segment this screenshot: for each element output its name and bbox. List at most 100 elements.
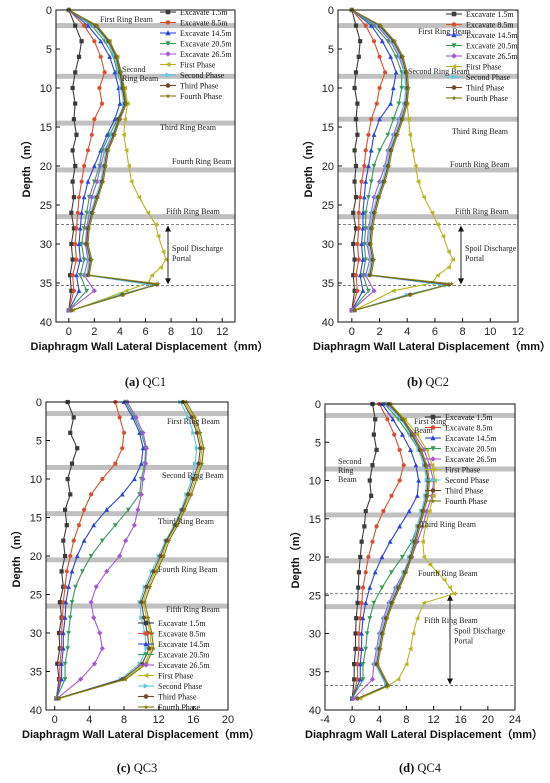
data-point — [73, 163, 78, 169]
legend-swatch-marker — [451, 74, 457, 80]
legend-swatch-marker — [165, 83, 171, 88]
y-tick-label: 25 — [40, 200, 52, 212]
data-point — [353, 70, 359, 75]
legend-entry: Excavate 26.5m — [466, 52, 518, 61]
data-point — [400, 54, 406, 59]
data-point — [92, 117, 97, 122]
x-tick-label: 12 — [427, 714, 439, 726]
data-point — [410, 148, 415, 153]
beam-label-line: Second — [338, 457, 362, 466]
data-point — [359, 539, 364, 544]
series-line-third-phase — [351, 9, 449, 311]
data-point — [69, 461, 75, 466]
x-tick-label: 4 — [117, 326, 123, 338]
data-point — [385, 417, 390, 422]
data-point — [59, 569, 64, 574]
series-line-first-phase — [360, 403, 455, 700]
y-tick-label: 15 — [30, 513, 42, 525]
data-point — [424, 462, 430, 468]
data-point — [155, 281, 161, 286]
data-point — [350, 695, 357, 702]
data-point — [363, 257, 369, 263]
data-point — [65, 646, 71, 651]
data-point — [382, 70, 388, 75]
data-point — [360, 257, 366, 262]
data-point — [147, 646, 152, 651]
data-point — [62, 661, 68, 667]
series-line-third-phase — [57, 401, 201, 699]
data-point — [363, 509, 368, 514]
legend-entry: Third Phase — [180, 82, 219, 91]
portal-arrow-head-up — [447, 594, 453, 601]
data-point — [80, 569, 85, 574]
legend-entry: Fourth Phase — [445, 497, 487, 506]
data-point — [113, 461, 118, 466]
x-tick-label: 16 — [455, 714, 467, 726]
legend-entry: Excavate 1.5m — [445, 413, 493, 422]
data-point — [355, 288, 360, 293]
legend-swatch-marker — [143, 662, 149, 668]
legend-entry: First Phase — [445, 466, 481, 475]
series-line-excavate-8-5m — [351, 9, 386, 311]
legend-entry: Third Phase — [158, 693, 197, 702]
legend-entry: Excavate 14.5m — [180, 29, 232, 38]
data-point — [356, 226, 361, 231]
y-tick-label: 35 — [40, 278, 52, 290]
data-point — [352, 148, 357, 153]
data-point — [406, 85, 412, 91]
data-point — [196, 461, 201, 466]
data-point — [82, 507, 87, 512]
data-point — [413, 462, 419, 468]
data-point — [71, 195, 76, 200]
data-point — [79, 179, 84, 184]
data-point — [376, 179, 383, 185]
data-point — [63, 599, 69, 605]
legend-swatch-marker — [143, 652, 149, 658]
data-point — [377, 85, 382, 91]
data-point — [408, 447, 413, 452]
data-point — [70, 148, 75, 153]
legend-entry: Excavate 14.5m — [445, 434, 497, 443]
data-point — [107, 54, 113, 59]
y-tick-label: 30 — [322, 239, 334, 251]
data-point — [67, 273, 73, 278]
data-point — [191, 430, 196, 436]
legend-swatch-marker — [165, 93, 171, 99]
data-point — [201, 445, 207, 451]
series-line-excavate-1-5m — [68, 9, 83, 311]
data-point — [414, 615, 420, 621]
x-tick-label: 8 — [403, 714, 409, 726]
y-tick-label: 20 — [322, 161, 334, 173]
data-point — [356, 54, 361, 59]
data-point — [89, 257, 95, 262]
beam-label: Third Ring Beam — [420, 520, 477, 529]
data-point — [353, 226, 359, 231]
data-point — [377, 54, 382, 59]
y-tick-label: 35 — [309, 667, 321, 679]
data-point — [166, 538, 172, 543]
data-point — [371, 288, 377, 294]
data-point — [82, 163, 87, 169]
data-point — [397, 523, 403, 529]
data-point — [367, 616, 373, 621]
data-point — [355, 241, 360, 247]
legend-entry: Fourth Phase — [466, 94, 508, 103]
data-point — [352, 677, 357, 682]
data-point — [189, 415, 194, 420]
data-point — [69, 600, 75, 605]
data-point — [355, 101, 360, 106]
data-point — [413, 539, 419, 544]
legend-swatch-marker — [165, 41, 171, 47]
portal-label-line: Portal — [454, 637, 474, 646]
data-point — [400, 116, 406, 122]
data-point — [122, 116, 128, 122]
y-tick-label: 10 — [40, 83, 52, 95]
data-point — [356, 585, 361, 590]
data-point — [355, 132, 360, 137]
data-point — [71, 538, 76, 543]
data-point — [364, 631, 370, 636]
data-point — [107, 38, 113, 44]
data-point — [149, 272, 154, 278]
